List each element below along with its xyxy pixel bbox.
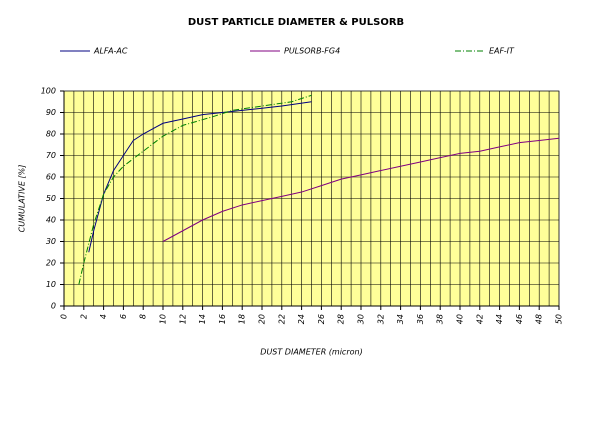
x-tick-label: 10 <box>159 314 168 324</box>
y-tick-label: 10 <box>46 280 56 289</box>
x-tick-label: 4 <box>99 314 108 319</box>
series-line <box>78 94 312 285</box>
x-tick-label: 36 <box>416 314 425 324</box>
y-tick-label: 20 <box>46 259 56 268</box>
x-tick-label: 8 <box>139 314 148 319</box>
series-line <box>88 101 312 253</box>
x-tick-label: 24 <box>297 314 306 324</box>
x-tick-label: 2 <box>79 314 88 319</box>
x-tick-label: 46 <box>515 314 524 324</box>
chart-title: DUST PARTICLE DIAMETER & PULSORB <box>188 17 404 28</box>
x-tick-label: 28 <box>337 314 346 324</box>
y-tick-label: 60 <box>46 173 56 182</box>
x-tick-label: 16 <box>218 314 227 324</box>
x-tick-label: 44 <box>495 314 504 324</box>
x-tick-label: 40 <box>456 314 465 324</box>
series-line <box>162 137 560 242</box>
y-tick-label: 70 <box>46 151 56 160</box>
y-tick-label: 80 <box>46 130 56 139</box>
y-axis-label: CUMULATIVE [%] <box>18 165 27 233</box>
x-tick-label: 50 <box>555 314 564 324</box>
x-tick-label: 26 <box>317 314 326 324</box>
x-axis-label: DUST DIAMETER (micron) <box>260 348 362 357</box>
y-tick-label: 0 <box>51 302 56 311</box>
y-tick-label: 50 <box>46 194 56 203</box>
y-tick-label: 90 <box>46 108 56 117</box>
x-tick-label: 22 <box>277 314 286 324</box>
legend-label: PULSORB-FG4 <box>284 47 340 56</box>
x-tick-label: 18 <box>238 314 247 324</box>
x-tick-label: 6 <box>119 314 128 319</box>
x-tick-label: 42 <box>475 314 484 324</box>
x-tick-label: 32 <box>376 314 385 324</box>
x-tick-label: 0 <box>60 314 69 319</box>
x-tick-label: 48 <box>535 314 544 324</box>
y-tick-label: 100 <box>41 87 56 96</box>
legend-label: ALFA-AC <box>93 47 128 56</box>
legend-label: EAF-IT <box>489 47 515 56</box>
y-tick-label: 40 <box>46 216 56 225</box>
x-tick-label: 14 <box>198 314 207 324</box>
x-tick-label: 38 <box>436 314 445 324</box>
x-tick-label: 30 <box>357 314 366 324</box>
y-tick-label: 30 <box>46 237 56 246</box>
x-tick-label: 34 <box>396 314 405 324</box>
x-tick-label: 20 <box>258 314 267 324</box>
x-tick-label: 12 <box>178 314 187 324</box>
